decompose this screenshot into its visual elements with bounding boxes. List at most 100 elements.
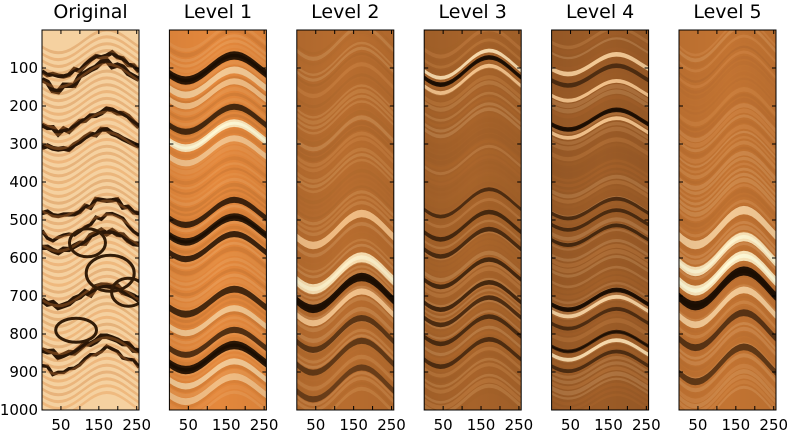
x-tick-label: 50: [306, 416, 325, 433]
x-tick-label: 150: [594, 416, 623, 433]
horizon: [42, 196, 139, 219]
y-tick-label: 100: [9, 59, 38, 77]
texture-stripe: [42, 281, 139, 308]
texture-stripe: [42, 356, 139, 383]
heatmap: [296, 30, 394, 410]
texture-stripe: [42, 185, 139, 212]
texture-stripe: [42, 30, 139, 55]
y-tick-label: 700: [9, 287, 38, 305]
x-tick-label: 250: [122, 416, 151, 433]
texture-stripe: [42, 172, 139, 198]
texture-stripe: [42, 137, 139, 164]
texture-stripe: [42, 35, 139, 62]
horizon: [42, 343, 139, 377]
texture-stripe: [42, 370, 139, 397]
x-tick-label: 250: [377, 416, 406, 433]
y-tick-label: 300: [9, 135, 38, 153]
heatmap: [42, 30, 139, 410]
texture-stripe: [42, 247, 139, 274]
texture-stripe: [42, 55, 139, 82]
horizon: [42, 126, 139, 153]
y-tick-label: 200: [9, 97, 38, 115]
texture-stripe: [42, 302, 139, 328]
shading: [296, 30, 394, 410]
texture-stripe: [42, 329, 139, 356]
panel-title: Original: [53, 1, 127, 23]
texture-stripe: [42, 90, 139, 116]
texture-stripe: [42, 49, 139, 75]
panel-title: Level 3: [439, 1, 507, 23]
texture-stripe: [42, 240, 139, 267]
texture-stripe: [42, 220, 139, 246]
panel-level-4: Level 4 50 150 250: [551, 1, 661, 433]
y-tick-label: 800: [9, 325, 38, 343]
texture-stripe: [42, 151, 139, 178]
texture-stripe: [42, 110, 139, 137]
panel-level-3: Level 3 50 150 250: [423, 1, 533, 433]
panel-title: Level 4: [566, 1, 634, 23]
texture-stripe: [42, 165, 139, 192]
x-tick-label: 50: [434, 416, 453, 433]
texture-stripe: [42, 117, 139, 144]
x-tick-label: 250: [759, 416, 788, 433]
panel-level-5: Level 5 50 150 250: [678, 1, 788, 433]
shading: [679, 30, 776, 410]
texture-stripe: [42, 226, 139, 253]
x-tick-label: 150: [85, 416, 114, 433]
x-tick-label: 150: [722, 416, 751, 433]
texture-stripe: [42, 254, 139, 280]
texture-stripe: [42, 343, 139, 369]
heatmap: [551, 30, 649, 410]
texture-stripe: [42, 336, 139, 363]
texture-stripe: [42, 288, 139, 315]
texture-stripe: [42, 295, 139, 322]
texture-stripe: [42, 267, 139, 294]
y-tick-label: 500: [9, 211, 38, 229]
texture-stripe: [42, 274, 139, 301]
x-tick-label: 50: [179, 416, 198, 433]
structure-loop: [54, 316, 99, 344]
texture-stripe: [42, 206, 139, 233]
x-tick-label: 50: [688, 416, 707, 433]
texture-stripe: [42, 83, 139, 109]
texture-stripe: [42, 96, 139, 123]
y-tick-label: 400: [9, 173, 38, 191]
horizon: [42, 282, 139, 311]
y-tick-label: 900: [9, 363, 38, 381]
texture-stripe: [42, 199, 139, 226]
shading: [551, 30, 649, 410]
texture-stripe: [42, 233, 139, 260]
x-tick-label: 150: [339, 416, 368, 433]
panel-title: Level 1: [184, 1, 252, 23]
panel-level-1: Level 1 50 150 250: [168, 1, 279, 433]
x-tick-label: 250: [250, 416, 279, 433]
texture-stripe: [42, 62, 139, 89]
texture-stripe: [42, 213, 139, 239]
texture-stripe: [42, 42, 139, 68]
heatmap: [679, 30, 776, 410]
horizon: [42, 49, 139, 79]
panel-original: Original 50 150 250 100 200 300 400 500 600 700 800…: [0, 1, 151, 433]
horizon: [42, 227, 139, 256]
heatmap: [169, 30, 267, 410]
texture-stripe: [42, 322, 139, 349]
structure-loop: [67, 227, 107, 259]
texture-stripe: [42, 179, 139, 205]
texture-stripe: [42, 384, 139, 410]
y-tick-label: 600: [9, 249, 38, 267]
texture-stripe: [42, 131, 139, 157]
panel-level-2: Level 2 50 150 250: [296, 1, 406, 433]
texture-stripe: [42, 124, 139, 151]
panel-title: Level 5: [693, 1, 761, 23]
panel-title: Level 2: [311, 1, 379, 23]
texture-stripe: [42, 377, 139, 404]
x-tick-label: 50: [561, 416, 580, 433]
texture-stripe: [42, 192, 139, 219]
shading: [424, 30, 522, 410]
texture-stripe: [42, 76, 139, 103]
texture-stripe: [42, 69, 139, 96]
x-tick-label: 50: [51, 416, 70, 433]
x-tick-label: 150: [467, 416, 496, 433]
